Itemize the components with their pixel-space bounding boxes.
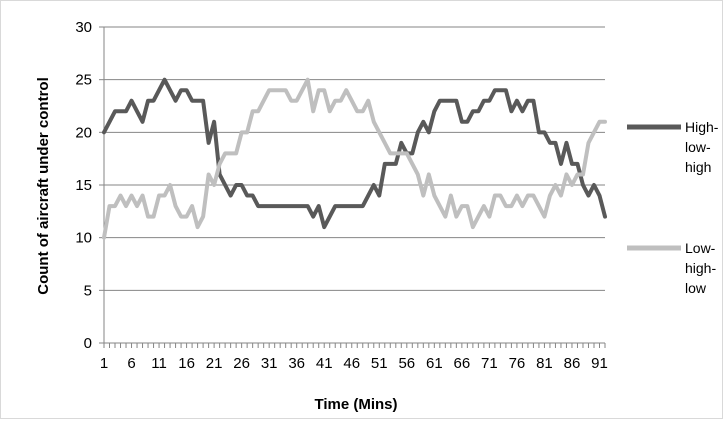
x-axis-title: Time (Mins)	[314, 396, 397, 413]
x-tick-label: 66	[454, 355, 471, 372]
series-line	[102, 77, 607, 230]
x-tick-label: 21	[206, 355, 223, 372]
series-line	[102, 77, 607, 240]
y-tick-label: 25	[75, 72, 92, 89]
legend-label: low	[685, 280, 707, 296]
y-tick-label: 20	[75, 124, 92, 141]
legend-label: low-	[685, 139, 711, 155]
y-axis-title: Count of aircraft under control	[35, 77, 52, 295]
x-tick-label: 26	[233, 355, 250, 372]
x-tick-label: 36	[288, 355, 305, 372]
series-lines	[102, 77, 607, 240]
x-tick-label: 86	[564, 355, 581, 372]
x-tick-label: 91	[591, 355, 608, 372]
legend: High-low-high Low-high-low	[627, 119, 719, 296]
x-tick-label: 31	[261, 355, 278, 372]
x-tick-label: 16	[178, 355, 195, 372]
x-tick-label: 76	[509, 355, 526, 372]
legend-label: high	[685, 159, 711, 175]
axes	[99, 26, 606, 348]
y-tick-label: 15	[75, 177, 92, 194]
x-tick-label: 46	[343, 355, 360, 372]
x-tick-label: 1	[100, 355, 108, 372]
x-tick-label: 61	[426, 355, 443, 372]
legend-label: high-	[685, 260, 716, 276]
x-tick-label: 81	[536, 355, 553, 372]
legend-label: High-	[685, 119, 719, 135]
y-tick-label: 10	[75, 230, 92, 247]
x-tick-label: 71	[481, 355, 498, 372]
y-tick-label: 0	[84, 335, 92, 352]
x-tick-label: 41	[316, 355, 333, 372]
x-tick-label: 6	[127, 355, 135, 372]
x-tick-label: 51	[371, 355, 388, 372]
y-tick-label: 30	[75, 19, 92, 36]
y-tick-label: 5	[84, 282, 92, 299]
x-tick-label: 11	[151, 355, 167, 372]
legend-label: Low-	[685, 240, 716, 256]
x-tick-label: 56	[398, 355, 415, 372]
gridlines	[104, 26, 605, 291]
